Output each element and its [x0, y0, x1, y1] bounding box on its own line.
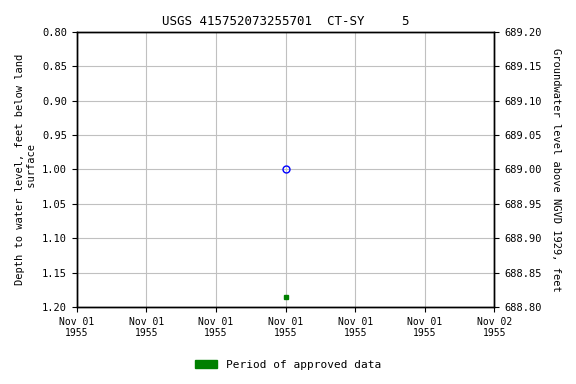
Y-axis label: Depth to water level, feet below land
 surface: Depth to water level, feet below land su…: [15, 54, 37, 285]
Y-axis label: Groundwater level above NGVD 1929, feet: Groundwater level above NGVD 1929, feet: [551, 48, 561, 291]
Title: USGS 415752073255701  CT-SY     5: USGS 415752073255701 CT-SY 5: [162, 15, 410, 28]
Legend: Period of approved data: Period of approved data: [191, 356, 385, 375]
